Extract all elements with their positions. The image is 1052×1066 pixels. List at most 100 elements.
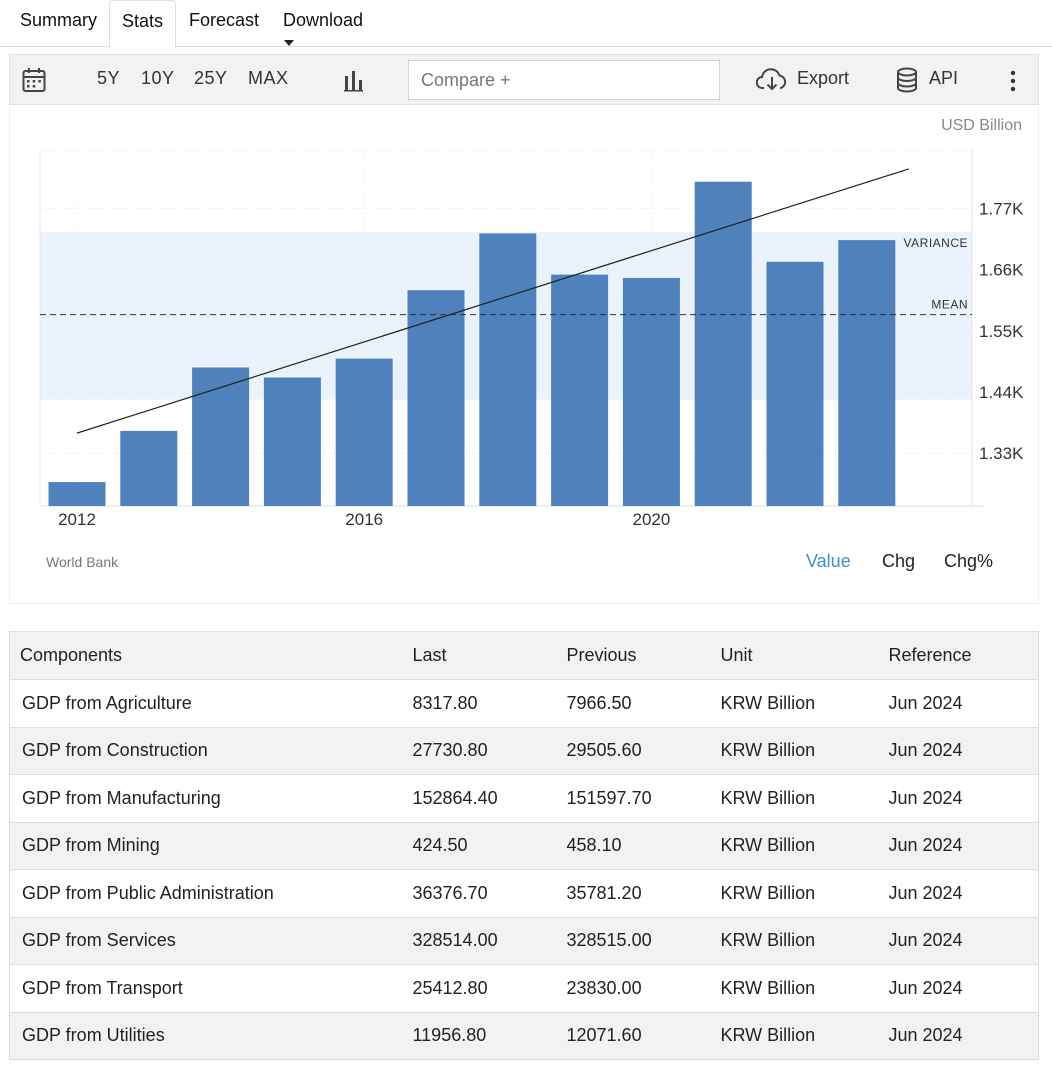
bar-2021 xyxy=(694,181,752,507)
table-row[interactable]: GDP from Agriculture 8317.80 7966.50 KRW… xyxy=(9,679,1039,728)
reference-value: Jun 2024 xyxy=(888,917,1039,965)
reference-value: Jun 2024 xyxy=(888,1012,1039,1060)
trend-line xyxy=(76,168,909,434)
database-icon[interactable] xyxy=(896,67,918,98)
y-tick-label: 1.44K xyxy=(979,383,1024,402)
chart-source: World Bank xyxy=(46,554,119,570)
tab-bar: Summary Stats Forecast Download xyxy=(0,0,1052,48)
component-name-link[interactable]: GDP from Agriculture xyxy=(9,679,413,728)
cloud-download-icon[interactable] xyxy=(755,67,788,98)
chart-unit-label: USD Billion xyxy=(941,117,1022,134)
tab-stats-label: Stats xyxy=(122,11,164,31)
bar-2016 xyxy=(335,358,393,506)
last-value: 328514.00 xyxy=(412,917,567,965)
x-tick-label: 2012 xyxy=(58,510,96,529)
col-header-reference[interactable]: Reference xyxy=(888,631,1039,680)
export-button[interactable]: Export xyxy=(797,68,850,88)
components-table: Components Last Previous Unit Reference … xyxy=(9,631,1039,1060)
previous-value: 35781.20 xyxy=(566,869,721,918)
table-row[interactable]: GDP from Public Administration 36376.70 … xyxy=(9,869,1039,918)
bar-2013 xyxy=(120,430,178,506)
unit-value: KRW Billion xyxy=(720,917,889,965)
range-25y-button[interactable]: 25Y xyxy=(194,68,228,88)
table-row[interactable]: GDP from Construction 27730.80 29505.60 … xyxy=(9,727,1039,775)
calendar-icon[interactable] xyxy=(22,67,46,98)
table-row[interactable]: GDP from Services 328514.00 328515.00 KR… xyxy=(9,917,1039,965)
last-value: 8317.80 xyxy=(412,679,567,728)
y-tick-label: 1.66K xyxy=(979,261,1024,280)
unit-value: KRW Billion xyxy=(720,1012,889,1060)
col-header-components[interactable]: Components xyxy=(9,631,413,680)
last-value: 25412.80 xyxy=(412,964,567,1013)
tab-download-label: Download xyxy=(283,10,364,30)
last-value: 424.50 xyxy=(412,822,567,870)
col-header-last[interactable]: Last xyxy=(412,631,567,680)
y-tick-label: 1.33K xyxy=(979,444,1024,463)
previous-value: 23830.00 xyxy=(566,964,721,1013)
component-name-link[interactable]: GDP from Public Administration xyxy=(9,869,413,918)
table-row[interactable]: GDP from Mining 424.50 458.10 KRW Billio… xyxy=(9,822,1039,870)
mean-label: MEAN xyxy=(931,298,968,312)
tab-forecast[interactable]: Forecast xyxy=(181,0,267,47)
last-value: 36376.70 xyxy=(412,869,567,918)
component-name-link[interactable]: GDP from Construction xyxy=(9,727,413,775)
unit-value: KRW Billion xyxy=(720,727,889,775)
y-tick-label: 1.77K xyxy=(979,199,1024,218)
tab-summary[interactable]: Summary xyxy=(12,0,105,47)
bar-2014 xyxy=(192,367,250,506)
unit-value: KRW Billion xyxy=(720,774,889,823)
reference-value: Jun 2024 xyxy=(888,822,1039,870)
component-name-link[interactable]: GDP from Manufacturing xyxy=(9,774,413,823)
table-header-row: Components Last Previous Unit Reference xyxy=(9,631,1039,680)
bar-2022 xyxy=(766,261,824,506)
component-name-link[interactable]: GDP from Transport xyxy=(9,964,413,1013)
unit-value: KRW Billion xyxy=(720,964,889,1013)
col-header-unit[interactable]: Unit xyxy=(720,631,889,680)
last-value: 27730.80 xyxy=(412,727,567,775)
range-5y-button[interactable]: 5Y xyxy=(97,68,121,88)
y-tick-label: 1.55K xyxy=(979,322,1024,341)
compare-input[interactable] xyxy=(408,60,720,100)
chart-type-icon[interactable] xyxy=(344,70,364,97)
col-header-previous[interactable]: Previous xyxy=(566,631,721,680)
mode-chg-pct-button[interactable]: Chg% xyxy=(944,551,994,571)
mode-chg-button[interactable]: Chg xyxy=(882,551,916,571)
table-row[interactable]: GDP from Manufacturing 152864.40 151597.… xyxy=(9,774,1039,823)
bar-2020 xyxy=(622,277,680,506)
more-options-icon[interactable] xyxy=(1009,70,1017,97)
unit-value: KRW Billion xyxy=(720,869,889,918)
bar-2012 xyxy=(48,482,106,506)
previous-value: 12071.60 xyxy=(566,1012,721,1060)
chevron-down-icon xyxy=(284,40,294,46)
tab-stats[interactable]: Stats xyxy=(109,0,176,48)
component-name-link[interactable]: GDP from Utilities xyxy=(9,1012,413,1060)
component-name-link[interactable]: GDP from Services xyxy=(9,917,413,965)
x-tick-label: 2020 xyxy=(632,510,670,529)
tab-download[interactable]: Download xyxy=(275,0,371,47)
tab-summary-label: Summary xyxy=(20,10,98,30)
last-value: 152864.40 xyxy=(412,774,567,823)
table-row[interactable]: GDP from Transport 25412.80 23830.00 KRW… xyxy=(9,964,1039,1013)
bar-2015 xyxy=(263,377,321,506)
tab-forecast-label: Forecast xyxy=(189,10,260,30)
api-button[interactable]: API xyxy=(929,68,959,88)
previous-value: 151597.70 xyxy=(566,774,721,823)
range-10y-button[interactable]: 10Y xyxy=(141,68,175,88)
previous-value: 458.10 xyxy=(566,822,721,870)
mode-value-button[interactable]: Value xyxy=(806,551,851,571)
chart-panel: USD Billion MEAN VARIANCE 1.33K 1.44K 1.55K 1… xyxy=(9,105,1039,604)
range-max-button[interactable]: MAX xyxy=(248,68,289,88)
bar-2023 xyxy=(838,240,896,507)
bar-2017 xyxy=(407,290,465,506)
bar-chart: MEAN VARIANCE 1.33K 1.44K 1.55K 1.66K 1.77K 201… xyxy=(39,149,1024,529)
reference-value: Jun 2024 xyxy=(888,679,1039,728)
bar-2019 xyxy=(551,274,609,506)
x-tick-label: 2016 xyxy=(345,510,383,529)
previous-value: 29505.60 xyxy=(566,727,721,775)
last-value: 11956.80 xyxy=(412,1012,567,1060)
reference-value: Jun 2024 xyxy=(888,727,1039,775)
chart-toolbar: 5Y 10Y 25Y MAX Export API xyxy=(9,54,1039,105)
table-row[interactable]: GDP from Utilities 11956.80 12071.60 KRW… xyxy=(9,1012,1039,1060)
component-name-link[interactable]: GDP from Mining xyxy=(9,822,413,870)
reference-value: Jun 2024 xyxy=(888,964,1039,1013)
